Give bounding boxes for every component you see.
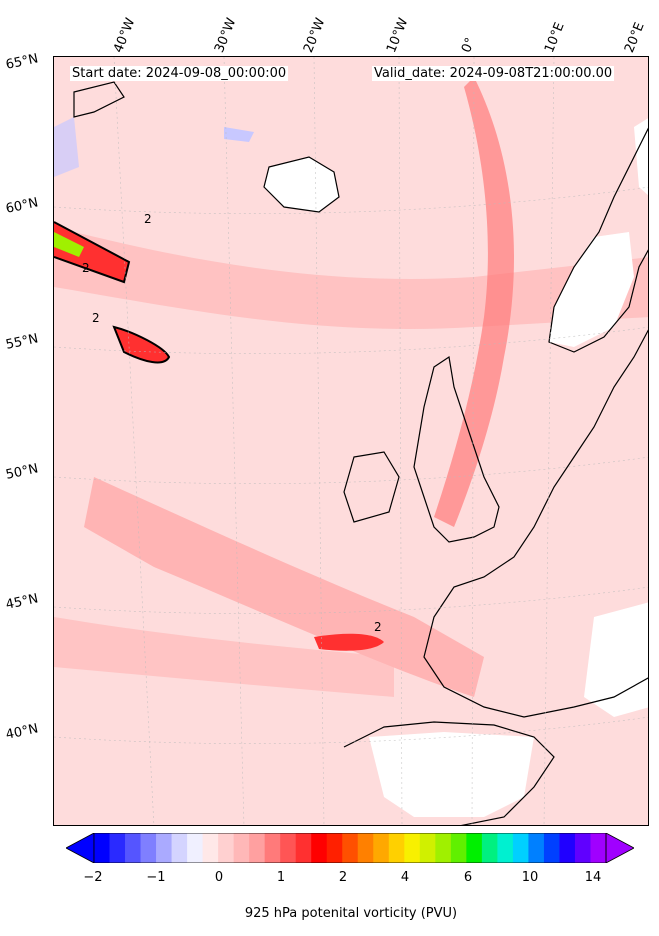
colorbar-swatch xyxy=(342,833,359,863)
colorbar-title: 925 hPa potenital vorticity (PVU) xyxy=(244,906,458,921)
pv-band-southwest xyxy=(54,617,394,697)
colorbar-swatch xyxy=(109,833,126,863)
lon-label-10e: 10°E xyxy=(542,20,568,55)
colorbar-tick-label: 6 xyxy=(463,870,473,885)
colorbar-swatch xyxy=(419,833,436,863)
valid-date-label: Valid_date: 2024-09-08T21:00:00.00 xyxy=(372,66,615,81)
colorbar-tick-label: 0 xyxy=(214,870,224,885)
colorbar-tick-label: 10 xyxy=(521,870,539,885)
colorbar-swatch xyxy=(218,833,235,863)
colorbar-swatch xyxy=(233,833,250,863)
scandinavia-coast xyxy=(548,127,648,353)
pv-field-pink xyxy=(54,57,648,825)
colorbar-swatch xyxy=(94,833,111,863)
colorbar-tick-label: −2 xyxy=(83,870,103,885)
colorbar-swatch xyxy=(295,833,312,863)
colorbar-swatch xyxy=(481,833,498,863)
map-frame: 2 2 2 2 xyxy=(53,56,649,826)
colorbar-swatch xyxy=(140,833,157,863)
contour-label: 2 xyxy=(82,261,90,275)
colorbar-swatch xyxy=(466,833,483,863)
lon-label-20e: 20°E xyxy=(622,20,648,55)
europe-coast xyxy=(423,329,648,718)
colorbar-tick-label: 2 xyxy=(338,870,348,885)
pv-contour-2 xyxy=(112,325,171,364)
lon-label-40w: 40°W xyxy=(111,16,139,55)
lon-label-30w: 30°W xyxy=(212,16,240,55)
contour-label: 2 xyxy=(92,311,100,325)
pv-high-2 xyxy=(54,232,84,257)
potential-vorticity-map: 2 2 2 2 xyxy=(54,57,648,825)
colorbar-swatch xyxy=(590,833,607,863)
scandinavia-mask xyxy=(634,118,648,196)
colorbar-swatch xyxy=(435,833,452,863)
colorbar-swatch xyxy=(326,833,343,863)
britain-coast xyxy=(413,355,500,543)
colorbar-tick-label: −1 xyxy=(146,870,166,885)
lat-label-55n: 55°N xyxy=(4,331,40,353)
colorbar-swatch xyxy=(171,833,188,863)
pv-high-4 xyxy=(314,633,384,651)
lon-label-10w: 10°W xyxy=(384,16,412,55)
contour-label: 2 xyxy=(374,620,382,634)
start-date-label: Start date: 2024-09-08_00:00:00 xyxy=(70,66,289,81)
colorbar-swatch xyxy=(404,833,421,863)
colorbar-swatch xyxy=(125,833,142,863)
lon-label-0: 0° xyxy=(459,35,479,55)
colorbar-swatch xyxy=(497,833,514,863)
norway-mask xyxy=(549,232,634,347)
alps-mask xyxy=(584,602,648,717)
colorbar-tick-label: 4 xyxy=(400,870,410,885)
colorbar-swatch xyxy=(202,833,219,863)
pv-high-1 xyxy=(54,222,129,282)
colorbar-swatch xyxy=(311,833,328,863)
colorbar-swatch xyxy=(388,833,405,863)
pv-contour-1 xyxy=(54,221,131,284)
colorbar-extend-high xyxy=(605,833,634,863)
colorbar-ticks: −2 −1 0 1 2 4 6 10 14 xyxy=(0,870,659,890)
colorbar-tick-label: 14 xyxy=(584,870,602,885)
colorbar-swatch xyxy=(249,833,266,863)
colorbar-swatch xyxy=(187,833,204,863)
greenland-coast xyxy=(73,81,125,118)
iceland-coast xyxy=(263,156,340,213)
colorbar-swatch xyxy=(450,833,467,863)
colorbar-swatch xyxy=(528,833,545,863)
colorbar-swatch xyxy=(280,833,297,863)
colorbar-swatch xyxy=(156,833,173,863)
pv-neg-2 xyxy=(224,127,254,142)
iberia-coast xyxy=(343,721,555,825)
colorbar-tick-label: 1 xyxy=(276,870,286,885)
ireland-coast xyxy=(343,451,400,523)
contour-label: 2 xyxy=(144,212,152,226)
pv-neg-1 xyxy=(54,117,79,177)
colorbar-swatch xyxy=(543,833,560,863)
colorbar-swatch xyxy=(512,833,529,863)
lat-label-60n: 60°N xyxy=(4,195,40,217)
colorbar-swatch xyxy=(357,833,374,863)
colorbar-swatch xyxy=(559,833,576,863)
lat-label-50n: 50°N xyxy=(4,461,40,483)
lat-label-45n: 45°N xyxy=(4,591,40,613)
lat-label-40n: 40°N xyxy=(4,721,40,743)
graticule xyxy=(54,57,648,825)
colorbar-swatch xyxy=(574,833,591,863)
lon-label-20w: 20°W xyxy=(301,16,329,55)
pv-ridge-uk xyxy=(434,77,514,527)
colorbar-extend-low xyxy=(66,833,95,863)
lat-label-65n: 65°N xyxy=(4,51,40,73)
colorbar-swatch xyxy=(264,833,281,863)
iberia-mask xyxy=(369,732,534,817)
colorbar xyxy=(66,833,634,863)
iceland-mask xyxy=(264,157,339,212)
colorbar-swatch xyxy=(373,833,390,863)
